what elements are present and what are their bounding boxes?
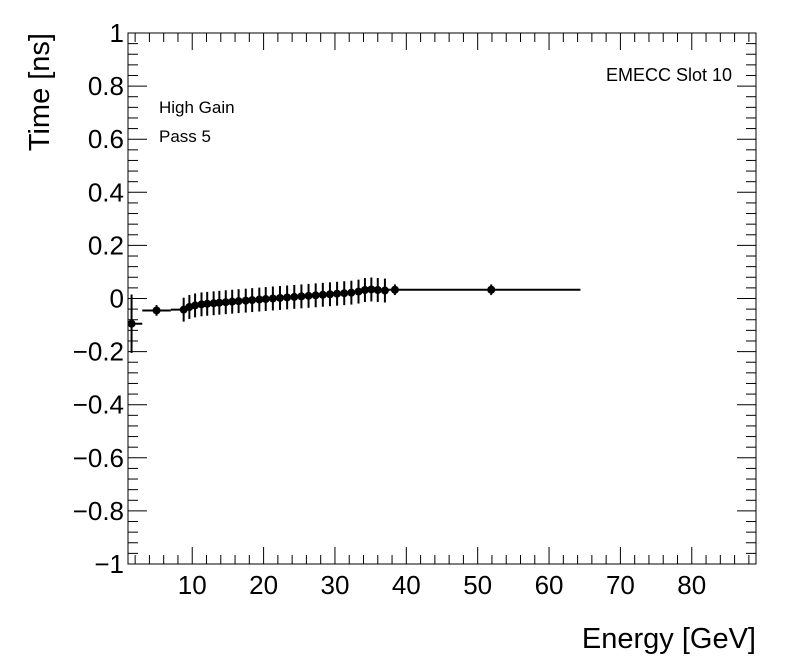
y-tick-labels: −1 −0.8 −0.6 −0.4 −0.2 0 0.2 0.4 0.6 0.8 1 (73, 18, 124, 579)
data-point (387, 284, 403, 296)
data-point (325, 282, 334, 307)
y-tick-label: 0.2 (88, 230, 124, 260)
marker (311, 291, 320, 300)
x-tick-label: 10 (178, 570, 207, 600)
marker (221, 298, 230, 307)
marker (297, 292, 306, 301)
x-tick-labels: 10 20 30 40 50 60 70 80 (178, 570, 706, 600)
marker (276, 293, 285, 302)
data-point (367, 277, 376, 302)
x-tick-label: 40 (392, 570, 421, 600)
marker (152, 306, 161, 315)
data-point (142, 305, 171, 316)
plot-frame (127, 32, 757, 565)
marker (261, 295, 270, 304)
marker (340, 289, 349, 298)
marker (487, 285, 496, 294)
marker (367, 285, 376, 294)
y-tick-label: 0.8 (88, 71, 124, 101)
y-tick-label: −1 (94, 549, 124, 579)
marker (283, 293, 292, 302)
data-point (127, 294, 143, 353)
y-tick-label: −0.6 (73, 443, 124, 473)
marker (354, 287, 363, 296)
marker (228, 297, 237, 306)
data-point (360, 278, 369, 302)
data-point (215, 290, 224, 315)
marker (373, 286, 382, 295)
marker (347, 288, 356, 297)
data-point (261, 287, 270, 311)
marker (380, 286, 389, 295)
data-point (221, 290, 230, 315)
y-tick-label: 0 (110, 284, 124, 314)
x-tick-label: 70 (606, 570, 635, 600)
x-tick-label: 60 (535, 570, 564, 600)
marker (318, 290, 327, 299)
marker (234, 297, 243, 306)
y-tick-label: 0.4 (88, 177, 124, 207)
marker (290, 292, 299, 301)
data-point (304, 283, 313, 308)
data-point (318, 282, 327, 307)
data-point (297, 284, 306, 309)
pass-label: Pass 5 (159, 127, 211, 146)
data-point (241, 288, 250, 313)
marker (203, 299, 212, 308)
y-tick-label: −0.8 (73, 496, 124, 526)
data-series (127, 277, 581, 353)
y-axis-title: Time [ns] (24, 33, 56, 151)
slot-label: EMECC Slot 10 (606, 65, 732, 85)
y-tick-label: −0.2 (73, 337, 124, 367)
x-axis-title: Energy [GeV] (582, 623, 756, 655)
data-point (203, 291, 212, 316)
marker (360, 286, 369, 295)
marker (248, 296, 257, 305)
data-point (234, 289, 243, 314)
x-tick-label: 50 (463, 570, 492, 600)
x-tick-label: 80 (677, 570, 706, 600)
marker (215, 298, 224, 307)
data-point (191, 293, 200, 318)
marker (325, 290, 334, 299)
x-tick-label: 30 (320, 570, 349, 600)
data-point (354, 279, 363, 304)
data-point (255, 287, 264, 312)
data-point (333, 281, 342, 306)
data-point (373, 278, 382, 302)
data-point (347, 280, 356, 305)
marker (255, 295, 264, 304)
data-point (380, 278, 389, 303)
data-point (228, 289, 237, 314)
marker (127, 319, 136, 328)
data-point (311, 283, 320, 308)
marker (333, 289, 342, 298)
data-point (402, 284, 581, 296)
data-point (268, 286, 277, 311)
marker (191, 301, 200, 310)
y-tick-label: 1 (110, 18, 124, 48)
x-tick-label: 20 (249, 570, 278, 600)
data-point (283, 285, 292, 310)
data-point (276, 286, 285, 310)
y-tick-label: 0.6 (88, 124, 124, 154)
axis-ticks (128, 32, 756, 565)
marker (268, 294, 277, 303)
data-point (340, 281, 349, 306)
gain-label: High Gain (159, 98, 235, 117)
data-point (290, 284, 299, 309)
y-tick-label: −0.4 (73, 390, 124, 420)
marker (241, 296, 250, 305)
data-point (248, 288, 257, 313)
marker (304, 291, 313, 300)
marker (390, 285, 399, 294)
